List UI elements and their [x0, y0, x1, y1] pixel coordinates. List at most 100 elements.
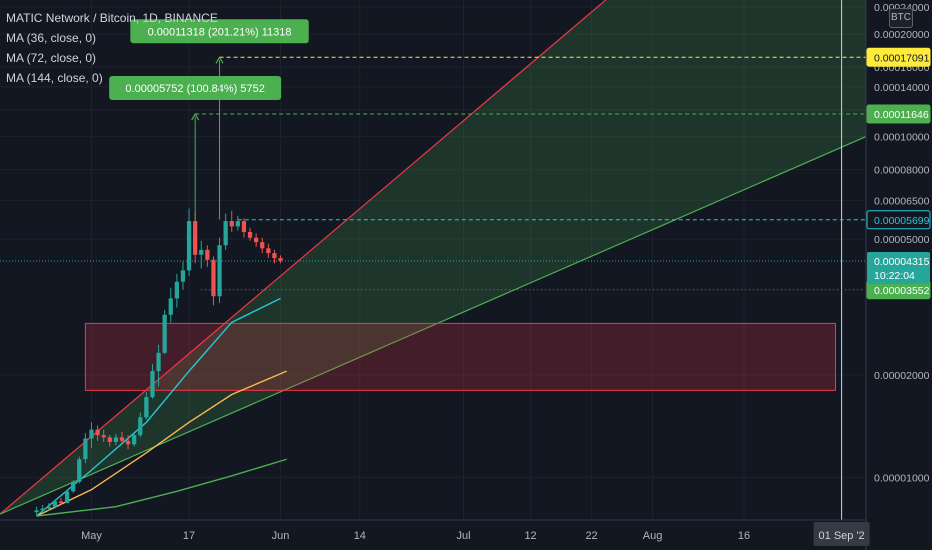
candle [77, 456, 82, 484]
time-tick-label: Jul [456, 530, 470, 542]
price-badge-label: 0.00005699 [874, 215, 930, 227]
candle [266, 243, 271, 259]
candle-body [266, 248, 271, 254]
candle-body [77, 459, 82, 482]
current-price-badge: 0.00004315 10:22:04 [867, 251, 930, 284]
grid [0, 0, 866, 520]
currency-button[interactable]: BTC [889, 8, 913, 28]
candle-body [113, 437, 119, 442]
candle [186, 208, 192, 276]
ma144-legend[interactable]: MA (144, close, 0) [6, 71, 103, 85]
support-zone [84, 322, 837, 391]
price-badge: 0.00017091 [866, 47, 931, 67]
time-tick-label: Jun [272, 530, 290, 542]
price-badge: 0.00011646 [866, 104, 931, 124]
time-tick-label: 16 [738, 530, 750, 542]
current-price-bg [867, 251, 930, 284]
candle [34, 506, 39, 516]
candle-body [241, 221, 247, 232]
price-badge-label: 0.00011646 [874, 109, 929, 121]
price-tick-label: 0.00005000 [874, 234, 930, 246]
candle [162, 309, 167, 355]
candle [235, 215, 240, 231]
candle-body [223, 221, 228, 246]
candle-body [247, 231, 253, 238]
candle [168, 287, 173, 323]
ma36-legend[interactable]: MA (36, close, 0) [6, 31, 97, 45]
candle [113, 434, 119, 446]
candle-body [144, 397, 149, 418]
price-tick-label: 0.00006500 [874, 195, 930, 207]
ma72-legend[interactable]: MA (72, close, 0) [6, 51, 97, 65]
candle-body [95, 429, 100, 436]
price-badge-bg [866, 210, 931, 230]
price-badge-bg [866, 47, 931, 67]
candle [144, 391, 149, 420]
candle [272, 249, 277, 264]
ma-line [36, 297, 281, 517]
candle-body [272, 253, 277, 259]
candle-body [83, 438, 88, 460]
candle [193, 212, 198, 264]
candle [229, 210, 234, 232]
candle-body [168, 298, 173, 315]
candle-body [235, 221, 240, 227]
measure-label-box [130, 19, 309, 44]
candle [119, 431, 125, 445]
price-badge-bg [866, 104, 931, 124]
candle [58, 497, 64, 505]
candle [260, 237, 265, 254]
candle-body [58, 501, 64, 504]
candle-body [205, 249, 210, 260]
candle-body [64, 491, 70, 504]
measure-label: 0.00011318 (201.21%) 11318 [148, 26, 292, 38]
ma-line [36, 458, 287, 517]
cursor-date-badge: 01 Sep '2 [813, 522, 870, 546]
channel-upper-line [0, 0, 607, 515]
candle-body [174, 281, 179, 299]
candle-body [119, 437, 125, 441]
price-tick-label: 0.00020000 [874, 29, 930, 41]
candle [223, 213, 228, 250]
candle [138, 412, 143, 438]
candle [205, 245, 210, 267]
price-badge-label: 0.00017091 [874, 52, 930, 64]
candle [71, 480, 76, 493]
candle-body [125, 440, 131, 445]
candle [89, 422, 94, 448]
candle-body [34, 510, 39, 513]
candle-body [71, 481, 76, 492]
candle [64, 489, 70, 504]
candle [46, 503, 51, 511]
measure-arrow-head [215, 56, 224, 64]
measure-2: 0.00011318 (201.21%) 11318 [130, 19, 309, 220]
candle [217, 237, 222, 303]
candle-body [278, 258, 283, 261]
candle [52, 499, 58, 509]
candle-body [138, 417, 143, 436]
candle-body [150, 371, 155, 398]
candle-body [217, 245, 222, 297]
measure-arrow-head [191, 112, 200, 121]
measure-1: 0.00005752 (100.84%) 5752 [109, 76, 282, 220]
candle [125, 435, 131, 450]
candle-body [186, 221, 192, 271]
candle-body [156, 352, 161, 372]
measure-annotations: 0.00005752 (100.84%) 5752 0.00011318 (201… [109, 19, 309, 220]
fan-fill [0, 0, 866, 515]
time-axis[interactable]: May 17 Jun 14 Jul 12 22 Aug 16 01 Sep '2 [81, 522, 870, 546]
price-tick-label: 0.00001000 [874, 472, 930, 484]
candle-body [89, 429, 94, 439]
price-tick-label: 0.00008000 [874, 165, 930, 177]
symbol-title[interactable]: MATIC Network / Bitcoin, 1D, BINANCE [6, 11, 218, 25]
price-tick-label: 0.00002000 [874, 370, 930, 382]
candle [40, 504, 45, 513]
candle-body [180, 270, 186, 282]
candle-body [52, 501, 58, 507]
candle [199, 240, 204, 269]
candle [83, 432, 88, 464]
candle-body [101, 435, 106, 438]
price-badge: 0.00005699 [866, 210, 931, 230]
candle [254, 233, 259, 247]
